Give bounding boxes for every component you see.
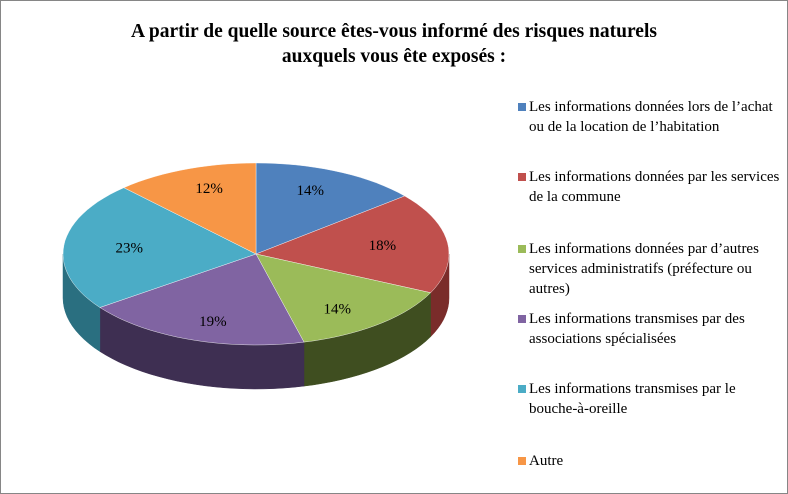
legend-item: Autre (518, 451, 784, 471)
legend-label: Autre (529, 453, 564, 469)
legend-label: Les informations données par les service… (529, 169, 780, 205)
pie-slice (255, 195, 450, 293)
pie-slice (255, 253, 432, 343)
legend-swatch (518, 103, 526, 111)
legend-item: Les informations transmises par des asso… (518, 309, 784, 349)
legend-label: Les informations données par d’autres se… (529, 241, 759, 297)
legend-label: Les informations transmises par des asso… (529, 311, 745, 347)
legend-label: Les informations transmises par le bouch… (529, 381, 736, 417)
pie-slice (255, 162, 406, 255)
legend-swatch (518, 457, 526, 465)
legend-item: Les informations données lors de l’achat… (518, 97, 784, 137)
data-label: 19% (199, 314, 227, 330)
pie-slice (123, 162, 257, 255)
legend-label: Les informations données lors de l’achat… (529, 99, 773, 135)
legend-swatch (518, 173, 526, 181)
legend-item: Les informations données par les service… (518, 167, 784, 207)
pie-slice (62, 187, 257, 308)
data-label: 12% (195, 181, 223, 197)
legend-item: Les informations transmises par le bouch… (518, 379, 784, 419)
data-label: 14% (296, 183, 324, 199)
legend-swatch (518, 385, 526, 393)
data-label: 23% (115, 240, 143, 256)
pie-slice (99, 253, 305, 346)
chart-title-line-2: auxquels vous ête exposés : (281, 46, 507, 67)
legend-swatch (518, 315, 526, 323)
legend-item: Les informations données par d’autres se… (518, 239, 784, 299)
chart-title: A partir de quelle source êtes-vous info… (1, 19, 787, 69)
chart-title-line-1: A partir de quelle source êtes-vous info… (131, 21, 657, 42)
legend-swatch (518, 245, 526, 253)
data-label: 14% (323, 302, 351, 318)
data-label: 18% (369, 238, 397, 254)
